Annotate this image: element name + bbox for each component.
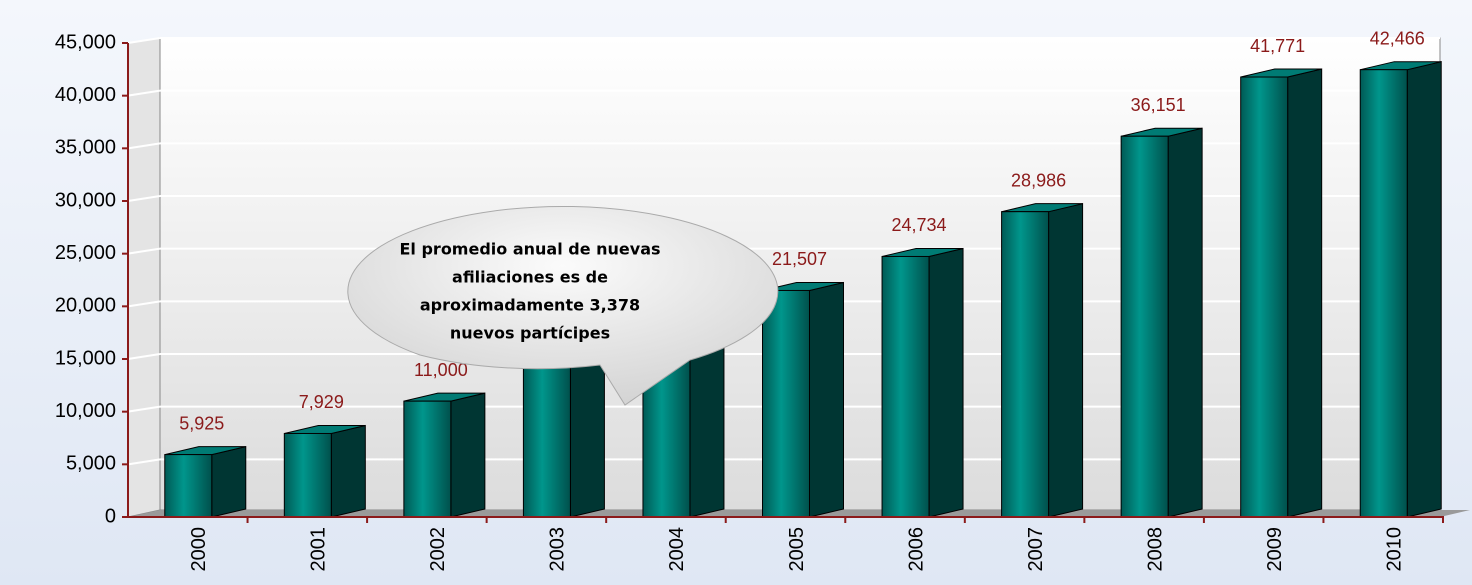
x-tick-label: 2004 — [666, 527, 688, 572]
x-tick-label: 2002 — [427, 527, 449, 572]
y-tick-label: 25,000 — [55, 242, 116, 264]
grid-line — [127, 458, 161, 466]
value-label: 42,466 — [1370, 28, 1425, 48]
bar-front — [403, 400, 452, 518]
value-label: 21,507 — [772, 249, 827, 269]
bar-front — [762, 289, 810, 518]
bar — [1359, 61, 1442, 518]
x-tick-label: 2007 — [1025, 527, 1047, 572]
bar-front — [1001, 211, 1050, 518]
grid-line — [127, 405, 161, 413]
grid-line — [127, 247, 161, 255]
x-tick-label: 2008 — [1144, 527, 1166, 572]
x-tick-label: 2010 — [1384, 527, 1406, 572]
bar-side — [569, 355, 605, 518]
bar-front — [1240, 76, 1289, 518]
x-tick-label: 2003 — [547, 527, 569, 572]
value-label: 41,771 — [1250, 36, 1305, 56]
annotation: afiliaciones es de — [452, 268, 608, 287]
bar-side — [928, 247, 964, 518]
bars: 5,9257,92911,00014,50017,80021,50724,734… — [164, 28, 1442, 518]
x-tick-label: 2005 — [786, 527, 808, 572]
value-label: 36,151 — [1131, 95, 1186, 115]
bar-front — [1120, 135, 1169, 518]
callout-bubble — [347, 205, 779, 406]
grid-line — [127, 195, 161, 202]
y-tick-label: 40,000 — [55, 84, 116, 106]
bar — [522, 355, 605, 518]
bar — [1120, 127, 1203, 518]
y-tick-label: 45,000 — [55, 31, 116, 53]
x-tick-label: 2009 — [1264, 527, 1286, 572]
annotation: nuevos partícipes — [450, 324, 610, 343]
value-label: 11,000 — [414, 360, 468, 380]
bar-side — [809, 281, 844, 518]
bar-front — [283, 432, 332, 518]
axis-labels: 0 5,000 10,000 15,000 20,000 25,000 30,000 35,0… — [55, 31, 1444, 572]
y-tick-label: 30,000 — [55, 189, 116, 211]
bar-front — [522, 363, 571, 518]
grid-line — [127, 142, 161, 150]
value-label: 5,925 — [179, 413, 224, 433]
bar-front — [881, 255, 930, 518]
bar-side — [450, 392, 486, 518]
y-tick-label: 35,000 — [55, 137, 116, 159]
value-label: 24,734 — [892, 215, 947, 235]
annotation: aproximadamente 3,378 — [420, 296, 640, 315]
y-tick-label: 5,000 — [66, 453, 116, 475]
bar-front — [1359, 69, 1408, 518]
bar-side — [211, 445, 247, 518]
bar-side — [1048, 203, 1084, 518]
bar — [283, 424, 366, 518]
bar — [164, 445, 247, 518]
grid-line — [127, 37, 161, 44]
bar — [1240, 68, 1323, 518]
value-label: 28,986 — [1011, 170, 1066, 190]
grid-line — [127, 300, 161, 308]
x-tick-label: 2000 — [188, 527, 210, 572]
bar — [762, 281, 844, 518]
bar-side — [1406, 61, 1442, 518]
y-tick-label: 20,000 — [55, 295, 116, 317]
bar-side — [1167, 127, 1203, 518]
bar-front — [164, 454, 213, 518]
callout: El promedio anual de nuevas afiliaciones… — [347, 205, 779, 406]
y-tick-label: 10,000 — [55, 400, 116, 422]
y-tick-label: 15,000 — [55, 347, 116, 369]
bar — [1001, 203, 1084, 518]
x-tick-label: 2006 — [905, 527, 927, 572]
grid-line — [127, 89, 161, 97]
bar-side — [1287, 68, 1323, 518]
annotation: El promedio anual de nuevas — [399, 240, 660, 259]
side-wall — [127, 37, 161, 518]
bar — [403, 392, 486, 518]
value-label: 7,929 — [299, 392, 344, 412]
bar-side — [330, 424, 366, 518]
y-tick-label: 0 — [105, 505, 116, 527]
bar — [881, 247, 964, 518]
x-tick-label: 2001 — [308, 527, 330, 572]
grid-line — [127, 353, 161, 360]
